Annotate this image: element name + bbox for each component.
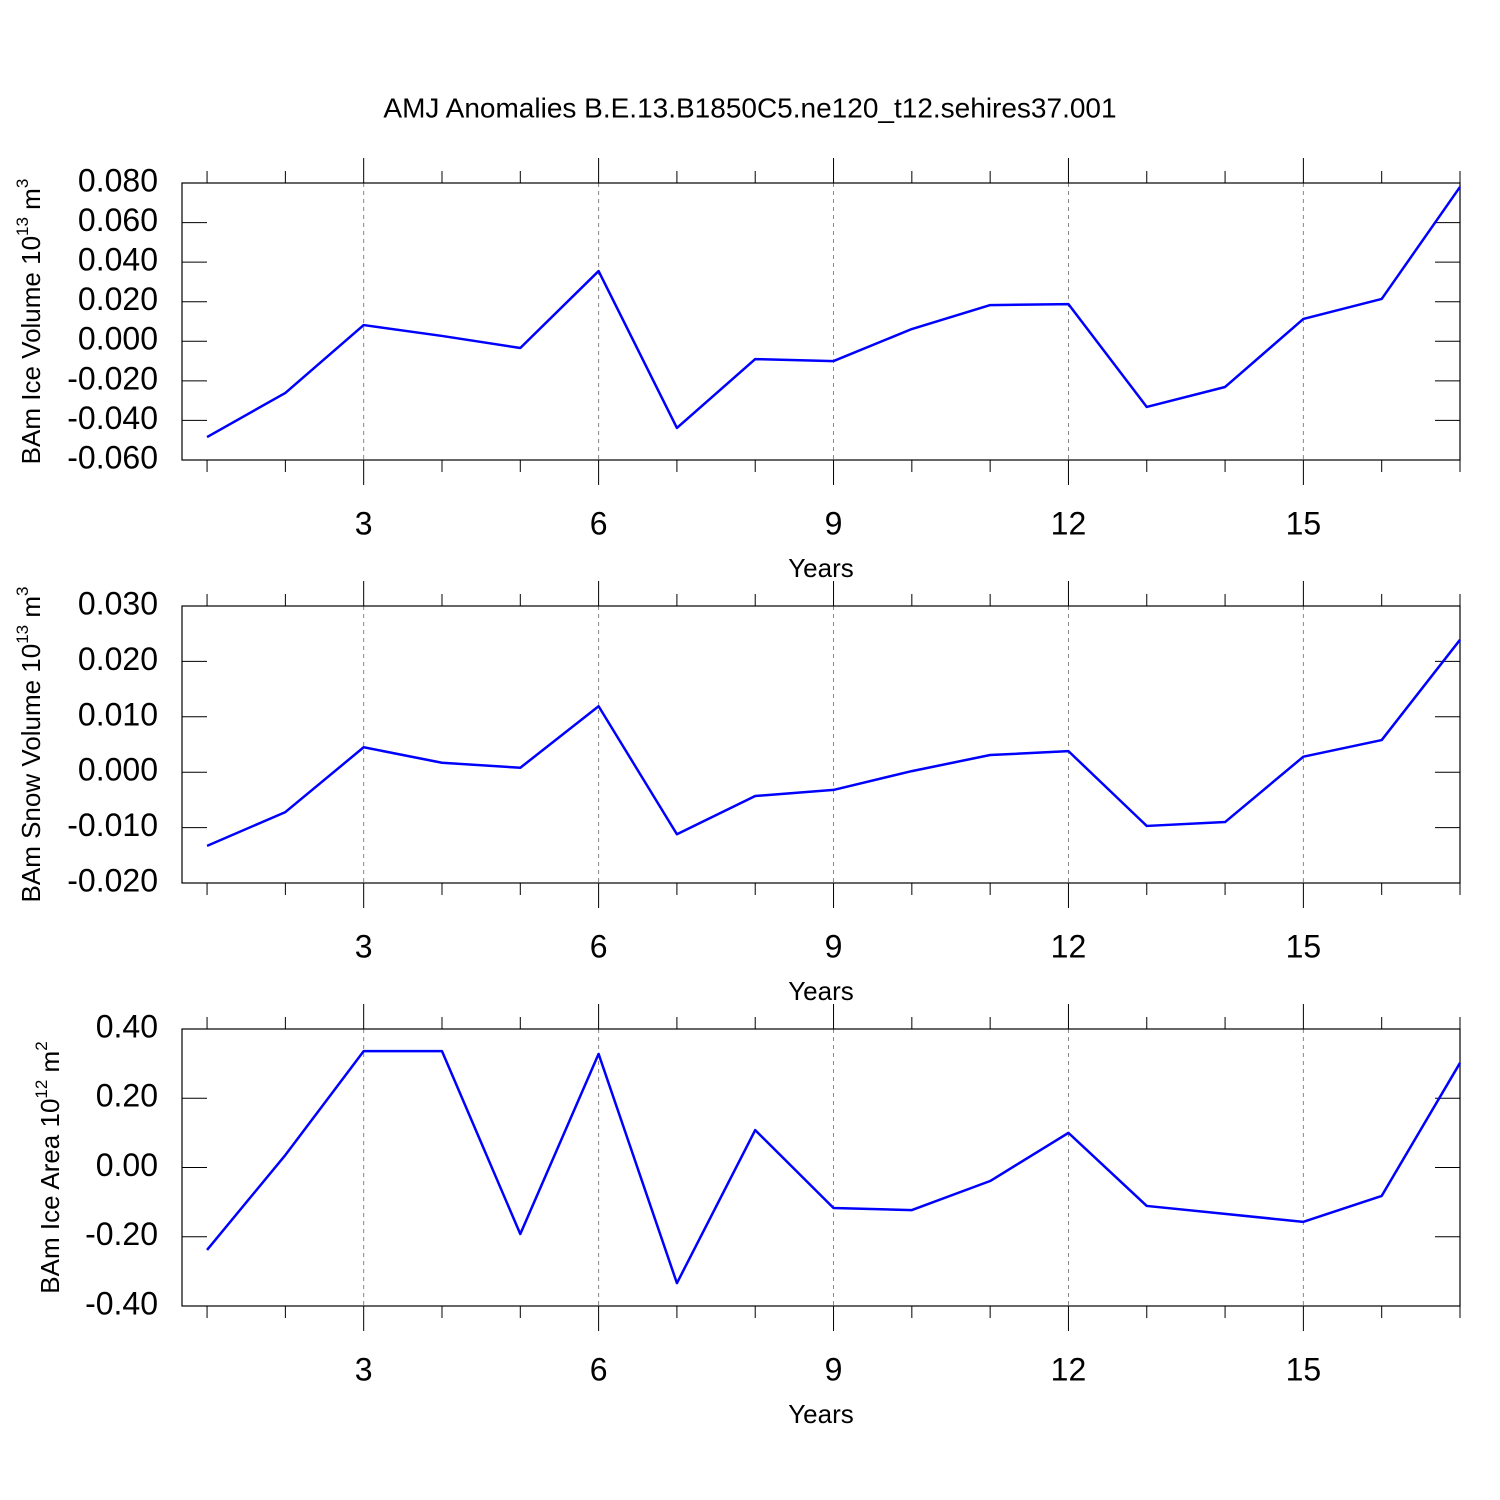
x-tick-label: 9 (825, 928, 843, 964)
data-line (206, 186, 1462, 439)
x-tick-label: 9 (825, 1351, 843, 1387)
y-axis-label-superscript: 13 (13, 625, 32, 644)
y-axis-label-part: m (16, 188, 46, 217)
y-tick-label: -0.010 (67, 807, 158, 843)
y-tick-label: 0.080 (78, 162, 158, 198)
x-axis-label: Years (788, 553, 854, 583)
x-axis-label: Years (788, 976, 854, 1006)
y-axis-label-part: BAm Snow Volume 10 (16, 644, 46, 903)
x-tick-label: 15 (1286, 928, 1322, 964)
y-tick-label: 0.20 (96, 1078, 158, 1114)
x-tick-label: 6 (590, 505, 608, 541)
y-axis-label-superscript: 3 (13, 179, 32, 188)
data-line (206, 1049, 1462, 1285)
plot-frame (181, 182, 1461, 461)
y-axis-label-superscript: 12 (32, 1080, 51, 1099)
y-tick-label: 0.040 (78, 242, 158, 278)
y-tick-label: -0.040 (67, 400, 158, 436)
x-tick-label: 12 (1051, 928, 1087, 964)
y-axis-label-part: m (16, 596, 46, 625)
plot-frame (181, 1028, 1461, 1307)
x-tick-label: 3 (355, 1351, 373, 1387)
x-tick-label: 3 (355, 928, 373, 964)
x-tick-label: 6 (590, 928, 608, 964)
x-tick-label: 12 (1051, 1351, 1087, 1387)
y-tick-label: 0.40 (96, 1008, 158, 1044)
y-tick-label: 0.000 (78, 752, 158, 788)
x-tick-label: 12 (1051, 505, 1087, 541)
y-axis-label: BAm Snow Volume 1013 m3 (13, 587, 46, 903)
y-axis-label-part: BAm Ice Area 10 (35, 1099, 65, 1294)
y-tick-label: -0.020 (67, 862, 158, 898)
x-tick-label: 15 (1286, 505, 1322, 541)
y-tick-label: -0.060 (67, 439, 158, 475)
chart-title: AMJ Anomalies B.E.13.B1850C5.ne120_t12.s… (383, 92, 1116, 123)
y-axis-label-superscript: 13 (13, 217, 32, 236)
y-tick-label: -0.020 (67, 360, 158, 396)
y-tick-label: 0.030 (78, 585, 158, 621)
data-line (206, 639, 1461, 848)
y-axis-label-part: BAm Ice Volume 10 (16, 236, 46, 464)
y-axis-label: BAm Ice Volume 1013 m3 (13, 179, 46, 465)
x-tick-label: 9 (825, 505, 843, 541)
y-tick-label: -0.40 (85, 1285, 158, 1321)
y-tick-label: 0.060 (78, 202, 158, 238)
y-tick-label: 0.020 (78, 641, 158, 677)
x-tick-label: 6 (590, 1351, 608, 1387)
x-tick-label: 3 (355, 505, 373, 541)
y-axis-label-superscript: 2 (32, 1041, 51, 1050)
y-axis-label-part: m (35, 1051, 65, 1080)
y-axis-label-superscript: 3 (13, 587, 32, 596)
y-tick-label: 0.00 (96, 1147, 158, 1183)
plot-frame (181, 605, 1461, 884)
y-axis-label: BAm Ice Area 1012 m2 (32, 1041, 65, 1293)
y-tick-label: 0.010 (78, 696, 158, 732)
y-tick-label: 0.000 (78, 321, 158, 357)
y-tick-label: 0.020 (78, 281, 158, 317)
y-tick-label: -0.20 (85, 1216, 158, 1252)
x-axis-label: Years (788, 1399, 854, 1429)
x-tick-label: 15 (1286, 1351, 1322, 1387)
